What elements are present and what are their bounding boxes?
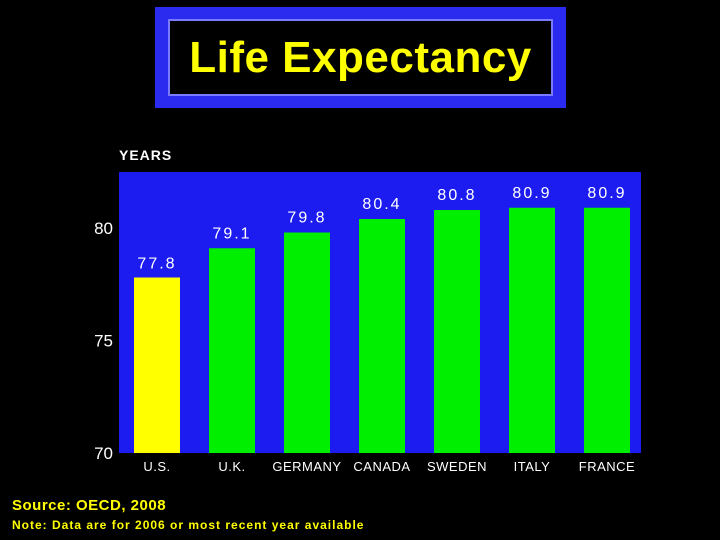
category-label: FRANCE [579,459,635,474]
bar-value-label: 80.8 [437,187,476,204]
bar-italy [509,207,555,453]
bar-uk [209,248,255,453]
category-label: SWEDEN [427,459,487,474]
bar-sweden [434,210,480,453]
bar-value-label: 80.4 [362,196,401,213]
y-tick-label: 75 [94,332,113,351]
y-axis-label: YEARS [119,147,172,163]
category-label: GERMANY [272,459,341,474]
category-label: U.K. [218,459,245,474]
category-label: CANADA [353,459,410,474]
title-box: Life Expectancy [168,19,553,96]
bar-value-label: 79.8 [287,210,326,227]
bar-value-label: 77.8 [137,256,176,273]
bar-us [134,277,180,453]
category-label: ITALY [514,459,551,474]
y-tick-label: 80 [94,219,113,238]
bar-value-label: 79.1 [212,225,251,242]
note-text: Note: Data are for 2006 or most recent y… [12,518,365,532]
category-label: U.S. [143,459,170,474]
bar-germany [284,232,330,453]
bar-canada [359,219,405,453]
y-tick-label: 70 [94,444,113,463]
bar-value-label: 80.9 [587,185,626,202]
chart-title: Life Expectancy [189,32,532,82]
bar-value-label: 80.9 [512,185,551,202]
title-banner: Life Expectancy [155,7,566,108]
source-text: Source: OECD, 2008 [12,497,167,514]
bar-france [584,207,630,453]
